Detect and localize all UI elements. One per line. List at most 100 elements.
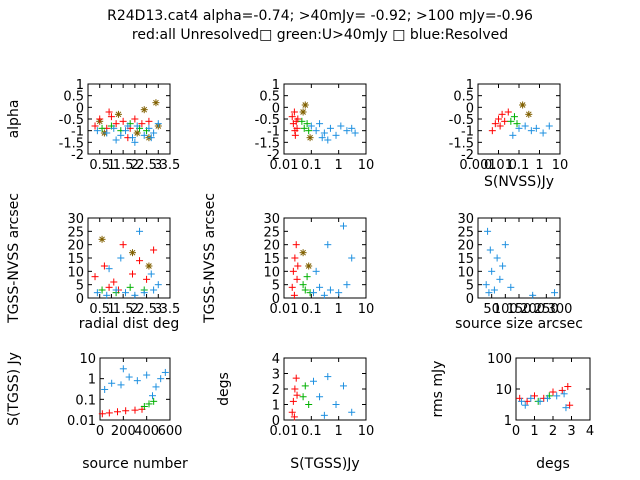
data-point-green: [301, 286, 309, 294]
x-tick-label: 0.1: [301, 302, 322, 317]
y-tick-label: 10: [79, 352, 96, 367]
x-tick-label: 400: [134, 424, 159, 439]
y-tick-label: 20: [263, 239, 280, 254]
y-tick-label: -1.5: [255, 136, 280, 151]
y-tick-label: 0: [272, 101, 280, 116]
data-point-blue: [496, 275, 504, 283]
data-point-blue: [326, 286, 334, 294]
data-point-olive: [152, 99, 160, 107]
data-point-blue: [351, 129, 359, 137]
data-point-blue: [515, 124, 523, 132]
x-tick-label: 50: [483, 302, 500, 317]
data-point-blue: [131, 291, 139, 299]
data-point-green: [301, 382, 309, 390]
y-tick-label: 10: [495, 383, 512, 398]
data-point-blue: [348, 408, 356, 416]
y-axis-label: alpha: [6, 100, 22, 139]
data-point-blue: [527, 394, 535, 402]
data-point-blue: [105, 265, 113, 273]
y-tick-label: 15: [263, 252, 280, 267]
data-point-green: [298, 117, 306, 125]
data-point-red: [294, 262, 302, 270]
x-tick-label: 0.1: [301, 158, 322, 173]
chart-title-line2: red:all Unresolved□ green:U>40mJy □ blue…: [131, 27, 509, 43]
data-point-blue: [316, 393, 324, 401]
y-tick-label: -0.5: [255, 113, 280, 128]
data-point-blue: [145, 124, 153, 132]
y-tick-label: 0: [272, 414, 280, 429]
data-point-red: [293, 275, 301, 283]
data-point-red: [131, 406, 139, 414]
data-point-blue: [532, 124, 540, 132]
data-point-blue: [326, 124, 334, 132]
y-tick-label: 20: [67, 239, 84, 254]
data-point-red: [292, 241, 300, 249]
y-tick-label: 25: [67, 225, 84, 240]
data-point-olive: [299, 108, 307, 116]
data-point-olive: [299, 249, 307, 257]
data-point-green: [300, 124, 308, 132]
data-point-blue: [312, 127, 320, 135]
y-tick-label: -0.5: [59, 113, 84, 128]
y-tick-label: 1: [504, 414, 512, 429]
data-point-blue: [332, 401, 340, 408]
data-point-blue: [121, 127, 129, 135]
data-point-red: [531, 392, 538, 400]
x-tick-label: 0.5: [89, 302, 110, 317]
y-tick-label: 1: [272, 78, 280, 93]
data-point-red: [504, 108, 512, 116]
data-point-red: [98, 410, 106, 418]
y-tick-label: 30: [67, 212, 84, 227]
y-tick-label: -2: [461, 148, 474, 163]
y-tick-label: -1.5: [59, 136, 84, 151]
data-point-red: [107, 113, 115, 121]
x-tick-label: 3: [567, 424, 575, 439]
data-point-olive: [519, 101, 527, 109]
data-point-blue: [324, 373, 332, 381]
data-point-red: [290, 291, 298, 299]
data-point-olive: [140, 106, 148, 114]
data-point-blue: [316, 283, 324, 291]
data-point-red: [96, 115, 104, 123]
x-axis-label: S(NVSS)Jy: [484, 174, 554, 190]
data-point-blue: [539, 129, 547, 137]
y-axis-label: rms mJy: [430, 361, 446, 418]
y-tick-label: 10: [263, 265, 280, 280]
data-point-blue: [316, 120, 324, 128]
data-point-blue: [133, 377, 141, 385]
data-point-blue: [117, 381, 125, 389]
x-tick-label: 1: [535, 158, 543, 173]
x-axis-label: radial dist deg: [79, 316, 179, 332]
y-tick-label: 5: [272, 279, 280, 294]
x-tick-label: 600: [158, 424, 183, 439]
x-tick-label: 3: [154, 302, 162, 317]
data-point-blue: [501, 241, 509, 249]
y-tick-label: -1: [71, 125, 84, 140]
data-point-blue: [101, 385, 109, 393]
data-point-blue: [527, 127, 535, 135]
y-tick-label: 5: [466, 279, 474, 294]
data-point-blue: [486, 246, 494, 254]
data-point-blue: [324, 241, 332, 249]
data-point-red: [290, 108, 298, 116]
x-tick-label: 0.5: [89, 158, 110, 173]
data-point-blue: [507, 283, 515, 291]
y-tick-label: 20: [457, 239, 474, 254]
data-point-blue: [335, 289, 343, 297]
x-axis-label: source size arcsec: [455, 316, 583, 332]
x-tick-label: 1.5: [113, 302, 134, 317]
data-point-blue: [121, 289, 129, 297]
data-point-olive: [305, 262, 313, 270]
data-point-blue: [131, 138, 139, 146]
x-tick-label: 4: [586, 424, 594, 439]
data-point-red: [91, 273, 99, 281]
y-axis-label: TGSS-NVSS arcsec: [202, 193, 218, 324]
data-point-red: [119, 241, 127, 249]
data-point-blue: [154, 281, 162, 289]
data-point-red: [131, 115, 139, 123]
data-point-blue: [154, 120, 162, 128]
